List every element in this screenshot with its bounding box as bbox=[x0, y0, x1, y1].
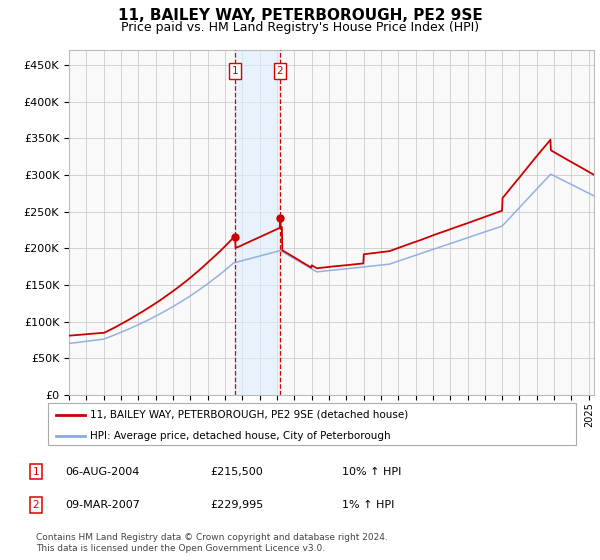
Text: HPI: Average price, detached house, City of Peterborough: HPI: Average price, detached house, City… bbox=[90, 431, 391, 441]
Text: Price paid vs. HM Land Registry's House Price Index (HPI): Price paid vs. HM Land Registry's House … bbox=[121, 21, 479, 34]
Bar bbox=[235, 50, 280, 395]
Text: 11, BAILEY WAY, PETERBOROUGH, PE2 9SE (detached house): 11, BAILEY WAY, PETERBOROUGH, PE2 9SE (d… bbox=[90, 410, 409, 420]
Text: 06-AUG-2004: 06-AUG-2004 bbox=[65, 466, 139, 477]
Text: 10% ↑ HPI: 10% ↑ HPI bbox=[342, 466, 401, 477]
Text: Contains HM Land Registry data © Crown copyright and database right 2024.
This d: Contains HM Land Registry data © Crown c… bbox=[36, 533, 388, 553]
Text: 11, BAILEY WAY, PETERBOROUGH, PE2 9SE: 11, BAILEY WAY, PETERBOROUGH, PE2 9SE bbox=[118, 8, 482, 24]
Text: £229,995: £229,995 bbox=[210, 500, 263, 510]
Text: 2: 2 bbox=[32, 500, 40, 510]
Text: 2: 2 bbox=[277, 66, 283, 76]
Text: £215,500: £215,500 bbox=[210, 466, 263, 477]
Text: 09-MAR-2007: 09-MAR-2007 bbox=[65, 500, 140, 510]
Text: 1% ↑ HPI: 1% ↑ HPI bbox=[342, 500, 394, 510]
Text: 1: 1 bbox=[232, 66, 238, 76]
Text: 1: 1 bbox=[32, 466, 40, 477]
